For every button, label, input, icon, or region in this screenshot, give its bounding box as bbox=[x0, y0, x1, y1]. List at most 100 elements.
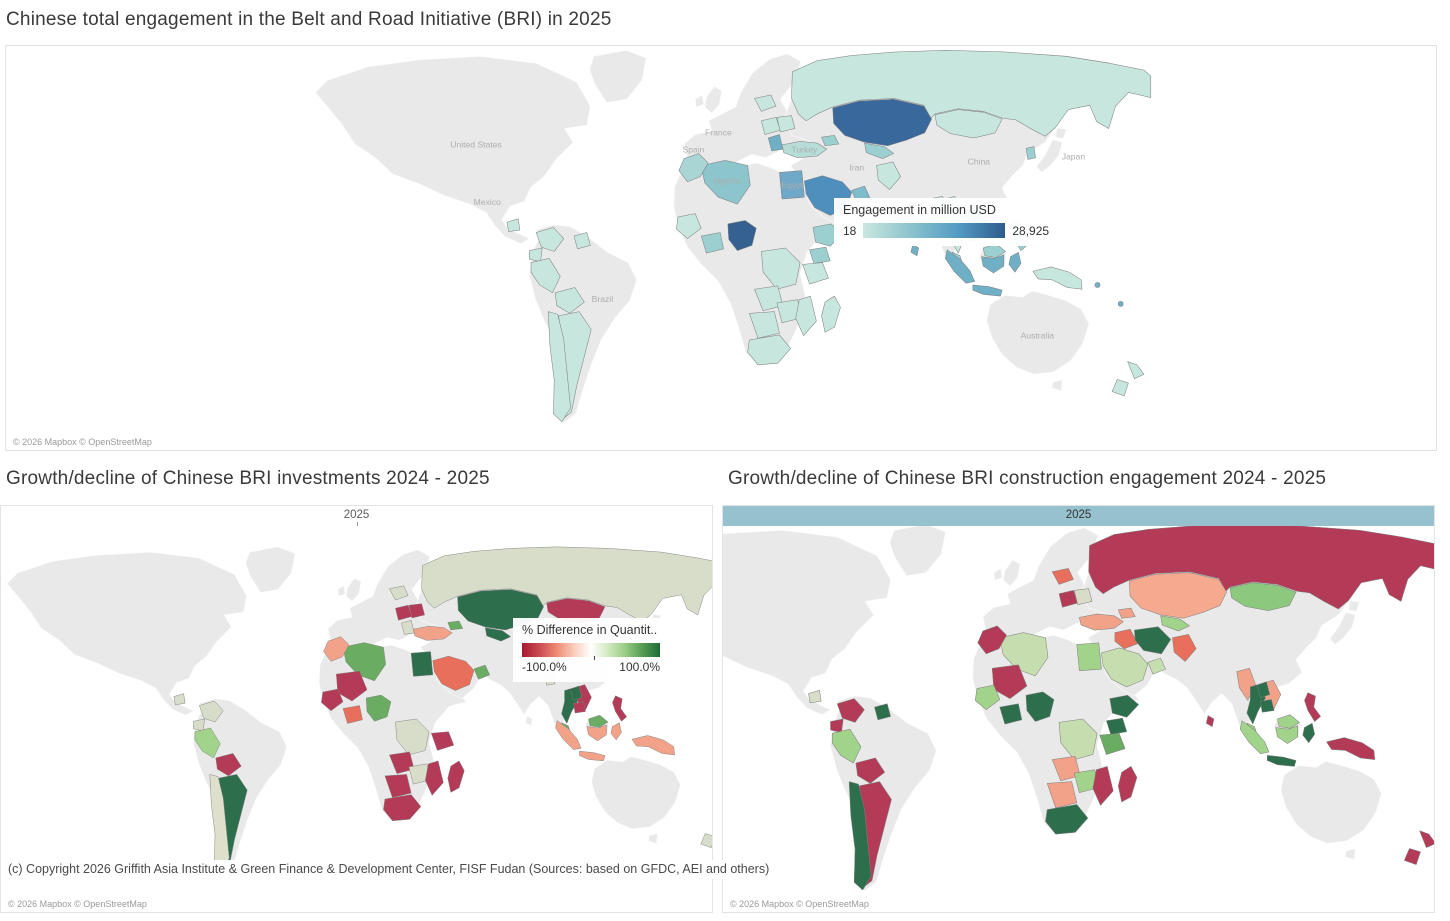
engagement-map-labels: United States Mexico Brazil France Spain… bbox=[450, 127, 1085, 340]
legend-gradient-bar[interactable] bbox=[522, 643, 660, 660]
dashboard-copyright-caption: (c) Copyright 2026 Griffith Asia Institu… bbox=[6, 860, 778, 879]
country-madagascar[interactable] bbox=[821, 295, 841, 333]
country-mozambique[interactable] bbox=[424, 760, 444, 796]
country-indonesia-java[interactable] bbox=[579, 750, 606, 762]
country-indonesia-java[interactable] bbox=[972, 284, 1003, 297]
country-madagascar[interactable] bbox=[1117, 765, 1138, 803]
country-mozambique[interactable] bbox=[795, 295, 817, 337]
year-header-investments: 2025 bbox=[1, 506, 712, 526]
country-south-korea[interactable] bbox=[1025, 146, 1037, 160]
landmass-ireland bbox=[337, 585, 346, 597]
engagement-map[interactable]: United States Mexico Brazil France Spain… bbox=[6, 46, 1436, 450]
landmass-uk bbox=[345, 577, 362, 602]
country-sri-lanka[interactable] bbox=[1205, 715, 1215, 728]
landmass-greenland bbox=[589, 49, 647, 104]
landmass-tasmania bbox=[1051, 379, 1063, 392]
engagement-map-frame: United States Mexico Brazil France Spain… bbox=[5, 45, 1437, 451]
map-attribution[interactable]: © 2026 Mapbox © OpenStreetMap bbox=[8, 436, 157, 448]
year-header-construction: 2025 bbox=[723, 506, 1434, 526]
country-kenya[interactable] bbox=[1106, 717, 1128, 735]
map-label-mexico: Mexico bbox=[474, 197, 501, 207]
landmass-hokkaido bbox=[1054, 127, 1067, 140]
country-new-zealand-south[interactable] bbox=[1111, 379, 1129, 397]
country-sri-lanka[interactable] bbox=[910, 244, 920, 257]
map-label-egypt: Egypt bbox=[781, 180, 804, 190]
map-label-iran: Iran bbox=[849, 163, 864, 173]
country-new-zealand-north[interactable] bbox=[1419, 830, 1434, 849]
map-label-france: France bbox=[705, 127, 732, 137]
map-label-australia: Australia bbox=[1021, 330, 1055, 340]
legend-title: % Difference in Quantit.. bbox=[522, 623, 658, 637]
construction-map[interactable]: © 2026 Mapbox © OpenStreetMap bbox=[723, 526, 1434, 912]
map-label-brazil: Brazil bbox=[592, 294, 614, 304]
country-cambodia[interactable] bbox=[573, 701, 586, 714]
investments-color-legend: % Difference in Quantit.. -100.0% 100.0% bbox=[513, 618, 669, 682]
investments-map[interactable]: % Difference in Quantit.. -100.0% 100.0%… bbox=[1, 526, 712, 912]
landmass-tasmania bbox=[648, 833, 658, 844]
country-solomon-islands[interactable] bbox=[1094, 281, 1101, 288]
country-ecuador[interactable] bbox=[830, 718, 844, 733]
map-label-japan: Japan bbox=[1062, 151, 1086, 161]
landmass-uk bbox=[704, 85, 723, 114]
country-ecuador[interactable] bbox=[192, 718, 205, 732]
legend-min-value: -100.0% bbox=[522, 660, 567, 674]
country-indonesia-sulawesi[interactable] bbox=[1302, 722, 1316, 744]
map-label-china: China bbox=[968, 157, 991, 167]
map-attribution[interactable]: © 2026 Mapbox © OpenStreetMap bbox=[725, 898, 874, 910]
investments-world-svg bbox=[6, 546, 712, 872]
landmass-sri-lanka bbox=[525, 715, 533, 727]
country-nicaragua[interactable] bbox=[808, 689, 822, 704]
map-label-turkey: Turkey bbox=[791, 145, 818, 155]
landmass-ireland bbox=[694, 94, 705, 108]
legend-max-value: 28,925 bbox=[1012, 223, 1050, 238]
country-kenya[interactable] bbox=[809, 246, 831, 264]
year-header-tick bbox=[356, 522, 358, 526]
landmass-greenland bbox=[889, 526, 947, 577]
landmass-greenland bbox=[245, 546, 296, 593]
country-papua-new-guinea[interactable] bbox=[1032, 266, 1083, 290]
map-label-algeria: Algeria bbox=[713, 176, 740, 186]
country-papua-new-guinea[interactable] bbox=[631, 735, 675, 756]
country-mozambique[interactable] bbox=[1092, 765, 1114, 806]
engagement-color-legend: Engagement in million USD 18 28,925 bbox=[834, 198, 1059, 246]
country-tanzania[interactable] bbox=[430, 731, 455, 751]
country-indonesia-sulawesi[interactable] bbox=[610, 722, 622, 741]
year-label: 2025 bbox=[343, 509, 370, 521]
title-construction-map: Growth/decline of Chinese BRI constructi… bbox=[728, 468, 1327, 489]
country-indonesia-sumatra[interactable] bbox=[555, 720, 582, 751]
construction-map-frame: 2025 bbox=[722, 505, 1435, 913]
investments-map-frame: 2025 bbox=[0, 505, 713, 913]
country-indonesia-sumatra[interactable] bbox=[1239, 720, 1270, 755]
engagement-world-svg: United States Mexico Brazil France Spain… bbox=[314, 49, 1152, 423]
country-philippines[interactable] bbox=[1304, 692, 1322, 722]
country-indonesia-java[interactable] bbox=[1266, 754, 1297, 767]
country-madagascar[interactable] bbox=[447, 760, 465, 793]
country-new-zealand-south[interactable] bbox=[700, 833, 712, 849]
country-philippines[interactable] bbox=[612, 695, 628, 722]
map-attribution[interactable]: © 2026 Mapbox © OpenStreetMap bbox=[3, 898, 152, 910]
country-new-zealand-south[interactable] bbox=[1403, 848, 1421, 866]
year-label: 2025 bbox=[1065, 509, 1092, 521]
country-new-zealand-north[interactable] bbox=[1127, 361, 1145, 380]
landmass-north-america bbox=[314, 55, 591, 245]
country-tanzania[interactable] bbox=[1099, 732, 1126, 755]
country-egypt[interactable] bbox=[1076, 642, 1102, 672]
country-nicaragua[interactable] bbox=[506, 218, 521, 233]
country-nicaragua[interactable] bbox=[173, 693, 186, 706]
country-cambodia[interactable] bbox=[1260, 699, 1275, 713]
legend-min-value: 18 bbox=[843, 223, 857, 238]
country-indonesia-sumatra[interactable] bbox=[944, 249, 976, 284]
country-fiji[interactable] bbox=[1117, 300, 1124, 307]
country-tanzania[interactable] bbox=[802, 262, 829, 285]
landmass-uk bbox=[1002, 559, 1021, 587]
country-indonesia-sulawesi[interactable] bbox=[1008, 251, 1022, 273]
title-engagement-map: Chinese total engagement in the Belt and… bbox=[6, 9, 612, 30]
landmass-tasmania bbox=[1344, 848, 1356, 860]
country-papua-new-guinea[interactable] bbox=[1326, 737, 1376, 761]
country-egypt[interactable] bbox=[410, 651, 434, 677]
landmass-hokkaido bbox=[1348, 600, 1360, 612]
title-investments-map: Growth/decline of Chinese BRI investment… bbox=[6, 468, 490, 489]
country-ecuador[interactable] bbox=[528, 247, 543, 263]
legend-gradient-bar[interactable] bbox=[863, 223, 1006, 238]
